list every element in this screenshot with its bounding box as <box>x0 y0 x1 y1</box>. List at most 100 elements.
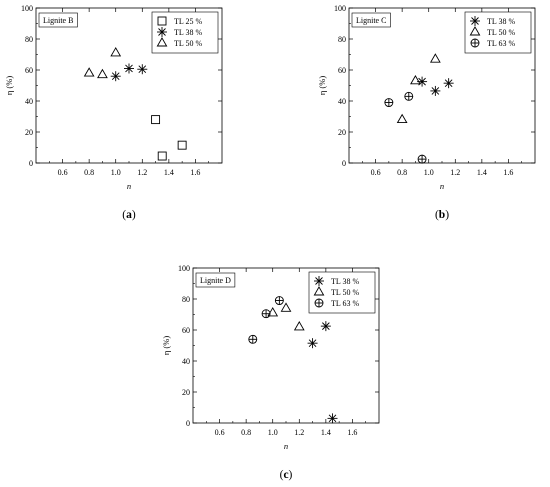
legend-a: TL 25 % TL 38 % TL 50 % <box>151 11 219 54</box>
legend-marker-b-1 <box>469 26 481 36</box>
legend-b: TL 38 % TL 50 % TL 63 % <box>464 11 532 54</box>
data-point-a-2-0 <box>83 67 95 77</box>
annotation-box-c <box>195 272 236 288</box>
legend-marker-b-2 <box>470 38 480 48</box>
x-tick-label-b-0: 0.6 <box>371 168 381 177</box>
x-tick-label-b-5: 1.6 <box>503 168 513 177</box>
data-point-a-1-1 <box>124 63 134 74</box>
x-tick-label-a-1: 0.8 <box>84 168 94 177</box>
series-b-2 <box>384 91 427 164</box>
data-point-c-0-2 <box>327 413 338 424</box>
x-tick-label-c-0: 0.6 <box>215 428 225 437</box>
chart-panel-c: 0.6 0.8 1.0 1.2 1.4 1.6 0 20 40 60 80 100 n η (%) Lign… <box>161 264 380 481</box>
data-point-b-1-0 <box>396 113 408 124</box>
x-tick-label-b-1: 0.8 <box>397 168 407 177</box>
y-tick-label-b-4: 80 <box>338 35 346 44</box>
series-c-2 <box>248 296 284 344</box>
legend-box-c <box>308 271 376 314</box>
legend-label-b-1: TL 50 % <box>487 28 515 37</box>
data-point-c-1-2 <box>293 320 305 331</box>
data-point-a-2-0-shape <box>83 67 95 77</box>
x-tick-label-b-3: 1.2 <box>450 168 460 177</box>
annotation-text-b: Lignite C <box>356 16 386 25</box>
legend-marker-c-1 <box>313 286 325 296</box>
y-tick-label-b-2: 40 <box>338 97 346 106</box>
x-tick-label-a-2: 1.0 <box>111 168 121 177</box>
panel-caption-open-a: ( <box>122 209 126 221</box>
legend-marker-a-1 <box>157 27 167 37</box>
legend-marker-c-2 <box>314 298 324 308</box>
data-point-b-0-1 <box>430 85 441 96</box>
data-point-c-2-1 <box>261 309 271 319</box>
y-tick-label-c-2: 40 <box>182 357 190 366</box>
x-tick-label-c-2: 1.0 <box>268 428 278 437</box>
x-tick-label-a-3: 1.2 <box>137 168 147 177</box>
legend-marker-b-0 <box>470 16 480 26</box>
y-tick-label-a-0: 0 <box>29 159 33 168</box>
x-tick-label-c-1: 0.8 <box>241 428 251 437</box>
y-axis-label-b: η (%) <box>317 76 327 95</box>
data-point-a-2-1-shape <box>97 68 108 79</box>
x-tick-label-b-2: 1.0 <box>424 168 434 177</box>
annotation-box-a <box>38 12 78 28</box>
legend-c: TL 38 % TL 50 % TL 63 % <box>308 271 376 314</box>
series-a-1 <box>110 63 148 82</box>
chart-panel-a: 0.6 0.8 1.0 1.2 1.4 1.6 0 20 40 60 80 100 n η (%) Lign… <box>4 4 223 221</box>
panel-caption-open-c: ( <box>280 469 284 481</box>
panel-caption-a: (a) <box>122 209 136 221</box>
legend-label-c-1: TL 50 % <box>331 288 359 297</box>
y-tick-label-c-3: 60 <box>182 326 190 335</box>
y-tick-label-b-0: 0 <box>342 159 346 168</box>
y-tick-label-a-4: 80 <box>25 35 33 44</box>
data-point-c-1-0-shape <box>267 307 279 317</box>
legend-marker-c-1-shape <box>313 286 325 296</box>
series-b-0 <box>417 76 454 96</box>
y-tick-label-a-2: 40 <box>25 97 33 106</box>
data-point-b-1-0-shape <box>396 113 408 124</box>
y-tick-label-c-0: 0 <box>186 419 190 428</box>
x-tick-label-a-0: 0.6 <box>58 168 68 177</box>
legend-label-a-1: TL 38 % <box>174 28 202 37</box>
annotation-text-c: Lignite D <box>200 276 231 285</box>
panel-caption-close-c: ) <box>289 469 293 481</box>
data-point-c-1-1 <box>280 302 292 312</box>
legend-label-b-2: TL 63 % <box>487 39 515 48</box>
data-point-b-2-2 <box>417 154 427 164</box>
data-point-b-0-2 <box>443 78 454 89</box>
data-point-a-0-0 <box>151 115 161 125</box>
x-tick-label-a-4: 1.4 <box>164 168 174 177</box>
x-tick-label-c-3: 1.2 <box>294 428 304 437</box>
annotation-text-a: Lignite B <box>43 16 73 25</box>
data-point-a-2-2-shape <box>110 47 122 57</box>
legend-marker-b-1-shape <box>469 26 481 36</box>
data-point-c-1-0 <box>267 307 279 317</box>
series-a-0 <box>151 115 187 161</box>
data-point-a-0-2-shape <box>177 140 187 150</box>
data-point-a-1-2 <box>137 64 148 75</box>
data-point-b-1-1 <box>410 74 421 85</box>
data-point-a-2-2 <box>110 47 122 57</box>
y-tick-label-c-1: 20 <box>182 388 190 397</box>
panel-caption-close-a: ) <box>132 209 136 221</box>
chart-panel-b: 0.6 0.8 1.0 1.2 1.4 1.6 0 20 40 60 80 100 n η (%) Lign… <box>317 4 536 221</box>
annotation-box-b <box>351 12 391 28</box>
x-tick-label-c-4: 1.4 <box>321 428 331 437</box>
legend-marker-a-2-shape <box>156 37 168 47</box>
data-point-c-2-0 <box>248 334 258 344</box>
legend-marker-a-0-shape <box>157 16 167 26</box>
data-point-a-0-1 <box>157 151 167 161</box>
data-point-c-1-1-shape <box>280 302 292 312</box>
panel-caption-letter-a: a <box>126 209 132 221</box>
legend-box-b <box>464 11 532 54</box>
data-point-a-1-0 <box>110 71 121 82</box>
data-point-b-1-2-shape <box>429 53 441 63</box>
data-point-b-1-2 <box>429 53 441 63</box>
legend-label-c-0: TL 38 % <box>331 277 359 286</box>
panel-caption-open-b: ( <box>435 209 439 221</box>
series-c-0 <box>307 321 338 424</box>
y-tick-label-c-4: 80 <box>182 295 190 304</box>
legend-label-a-2: TL 50 % <box>174 39 202 48</box>
x-tick-label-a-5: 1.6 <box>190 168 200 177</box>
y-tick-label-a-3: 60 <box>25 66 33 75</box>
